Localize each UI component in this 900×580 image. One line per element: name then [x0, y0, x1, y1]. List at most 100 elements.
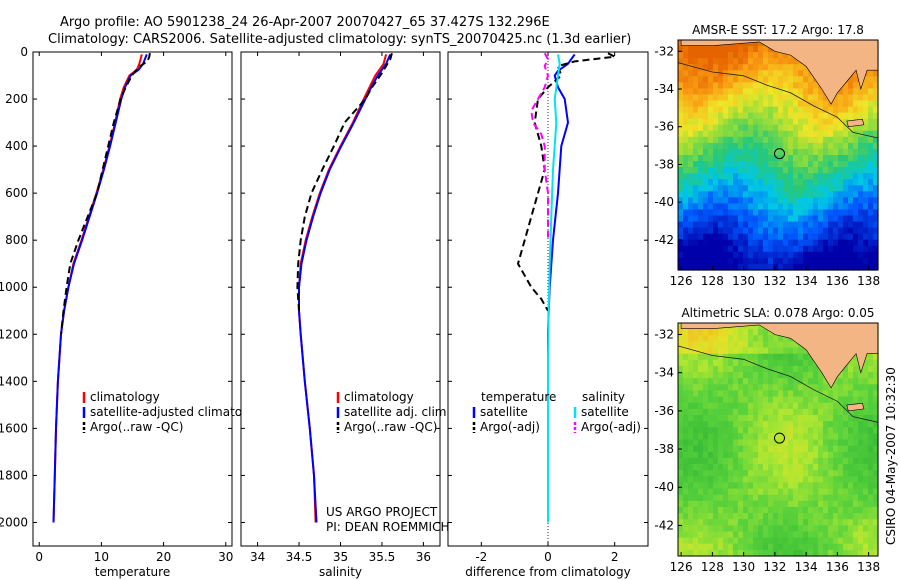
sst_map-contour [677, 62, 879, 139]
depth-tick-label: 400 [5, 139, 28, 153]
sla_map-land [680, 322, 879, 389]
sla_map-ytick-label: -34 [654, 366, 674, 380]
sla_map-xtick-label: 134 [795, 560, 818, 574]
temperature-xtick-label: 0 [35, 550, 43, 564]
legend-title-temperature: temperature [481, 390, 556, 404]
difference-series-temperature-argo-adj- [516, 52, 619, 312]
salinity-xtick-label: 34 [250, 550, 265, 564]
sla_map-xtick-label: 130 [732, 560, 755, 574]
sla_map-contour [677, 345, 879, 423]
salinity-axes-box [240, 51, 441, 547]
sst_map-ytick-label: -40 [654, 195, 674, 209]
map-panels: AMSR-E SST: 17.2 Argo: 17.8 126 128 130 132 1… [654, 23, 880, 574]
difference-series-salinity-argo-adj- [530, 52, 550, 241]
panel-temperature: 0 10 20 30 0 200 400 600 800 1000 1200 1400 1600 1800… [0, 45, 268, 579]
project-annotation: US ARGO PROJECT [326, 505, 438, 519]
salinity-legend-item: satellite adj. clim. [344, 405, 450, 419]
diff-legend-sal-argo: Argo(-adj) [581, 420, 641, 434]
sla_map-xtick-label: 126 [670, 560, 693, 574]
sla_map-ytick-label: -42 [654, 518, 674, 532]
depth-tick-label: 0 [20, 45, 28, 59]
map-sst_map: AMSR-E SST: 17.2 Argo: 17.8 126 128 130 132 1… [654, 23, 880, 288]
sla_map-float-marker [774, 432, 785, 444]
salinity-xtick-label: 36 [416, 550, 431, 564]
salinity-xlabel: salinity [319, 565, 362, 579]
salinity-series-argo-raw-qc- [296, 52, 393, 311]
depth-tick-label: 800 [5, 233, 28, 247]
sst_map-xtick-label: 138 [857, 274, 880, 288]
depth-tick-label: 1600 [0, 421, 28, 435]
sst_map-ytick-label: -34 [654, 82, 674, 96]
depth-tick-label: 200 [5, 92, 28, 106]
difference-series-salinity-satellite [547, 54, 561, 523]
depth-tick-label: 1800 [0, 468, 28, 482]
sst_map-xtick-label: 136 [826, 274, 849, 288]
salinity-legend-item: climatology [344, 390, 414, 404]
sst_map-island [846, 118, 865, 128]
sst_map-field [678, 40, 879, 271]
sla_map-xtick-label: 132 [763, 560, 786, 574]
csiro-timestamp: CSIRO 04-May-2007 10:32:30 [884, 367, 898, 545]
legend-title-salinity: salinity [582, 390, 625, 404]
depth-tick-label: 2000 [0, 515, 28, 529]
diff-legend-temp-argo: Argo(-adj) [480, 420, 540, 434]
panel-salinity: 34 34.5 35 35.5 36 salinity climatologysatelli… [240, 51, 450, 579]
sst_map-xtick-label: 134 [795, 274, 818, 288]
temperature-axes-box [32, 51, 233, 547]
diff-legend-sal-satellite: satellite [581, 405, 629, 419]
sst_map-xtick-label: 130 [732, 274, 755, 288]
sst_map-ytick-label: -38 [654, 157, 674, 171]
temperature-series-argo-raw-qc- [60, 53, 151, 335]
depth-tick-label: 1000 [0, 280, 28, 294]
sst_map-land [680, 39, 879, 105]
sla_map-ytick-label: -32 [654, 327, 674, 341]
salinity-xtick-label: 34.5 [286, 550, 313, 564]
temperature-xtick-label: 10 [94, 550, 109, 564]
sst_map-float-marker [774, 148, 785, 160]
difference-xtick-label: 2 [611, 550, 619, 564]
sst_map-ytick-label: -42 [654, 233, 674, 247]
sla_map-ytick-label: -36 [654, 404, 674, 418]
figure-title-line2: Climatology: CARS2006. Satellite-adjuste… [48, 32, 631, 47]
sst_map-ytick-label: -32 [654, 44, 674, 58]
figure-title-line1: Argo profile: AO 5901238_24 26-Apr-2007 … [60, 15, 550, 30]
sla_map-ytick-label: -40 [654, 480, 674, 494]
difference-legend: temperature salinitysatelliteArgo(-adj)sa… [472, 390, 641, 434]
temperature-xtick-label: 20 [156, 550, 171, 564]
salinity-xtick-label: 35.5 [369, 550, 396, 564]
sla_map-title: Altimetric SLA: 0.078 Argo: 0.05 [681, 306, 874, 320]
sla_map-ytick-label: -38 [654, 442, 674, 456]
salinity-legend-item: Argo(..raw -QC) [344, 420, 437, 434]
difference-xtick-label: 0 [544, 550, 552, 564]
sst_map-ytick-label: -36 [654, 120, 674, 134]
temperature-legend-item: satellite-adjusted climatology [90, 405, 268, 419]
sla_map-xtick-label: 136 [826, 560, 849, 574]
temperature-legend-item: Argo(..raw -QC) [90, 420, 183, 434]
difference-xtick-label: -2 [475, 550, 487, 564]
depth-tick-label: 600 [5, 186, 28, 200]
temperature-xlabel: temperature [95, 565, 170, 579]
difference-xlabel: difference from climatology [465, 565, 631, 579]
sst_map-xtick-label: 132 [763, 274, 786, 288]
sst_map-xtick-label: 126 [670, 274, 693, 288]
diff-legend-temp-satellite: satellite [480, 405, 528, 419]
sla_map-xtick-label: 128 [701, 560, 724, 574]
sla_map-xtick-label: 138 [857, 560, 880, 574]
depth-tick-label: 1200 [0, 327, 28, 341]
profile-panels: 0 10 20 30020040060080010001200140016001800… [0, 45, 649, 579]
sst_map-xtick-label: 128 [701, 274, 724, 288]
project-annotation: PI: DEAN ROEMMICH [326, 520, 449, 534]
sla_map-frame [677, 322, 879, 557]
temperature-legend-item: climatology [90, 390, 160, 404]
salinity-series-satellite-adj-clim- [298, 53, 392, 523]
depth-tick-label: 1400 [0, 374, 28, 388]
temperature-xtick-label: 30 [218, 550, 233, 564]
map-sla_map: Altimetric SLA: 0.078 Argo: 0.05 126 128 13… [654, 306, 880, 574]
sst_map-title: AMSR-E SST: 17.2 Argo: 17.8 [692, 23, 864, 37]
sla_map-island [846, 402, 865, 412]
salinity-xtick-label: 35 [333, 550, 348, 564]
